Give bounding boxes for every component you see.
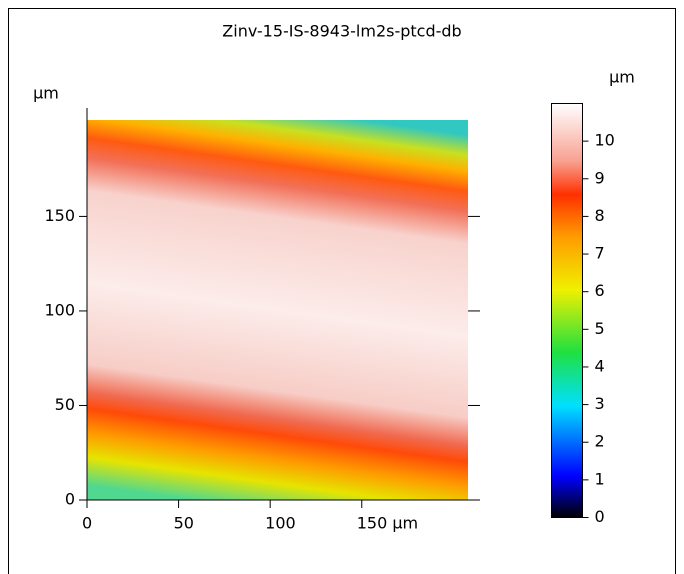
colorbar-tick-label: 0 — [595, 507, 605, 526]
chart-title: Zinv-15-IS-8943-lm2s-ptcd-db — [222, 22, 461, 41]
y-tick-label: 0 — [65, 490, 75, 509]
x-tick-label: 50 — [174, 514, 194, 533]
colorbar-tick-label: 1 — [595, 469, 605, 488]
y-unit: µm — [33, 84, 59, 103]
x-tick-label: 0 — [82, 514, 92, 533]
height-map — [87, 120, 468, 500]
colorbar-unit: µm — [609, 68, 635, 87]
x-tick-label: 150 µm — [357, 514, 418, 533]
colorbar-tick-label: 9 — [595, 168, 605, 187]
colorbar-tick-label: 5 — [595, 319, 605, 338]
colorbar — [551, 103, 583, 518]
colorbar-tick-label: 7 — [595, 244, 605, 263]
y-tick-label: 50 — [55, 395, 75, 414]
x-tick-label: 100 — [265, 514, 296, 533]
colorbar-tick-label: 8 — [595, 206, 605, 225]
colorbar-tick-label: 4 — [595, 356, 605, 375]
frame — [8, 8, 676, 574]
colorbar-tick-label: 3 — [595, 394, 605, 413]
y-tick-label: 100 — [44, 300, 75, 319]
y-tick-label: 150 — [44, 206, 75, 225]
colorbar-tick-label: 10 — [595, 131, 615, 150]
colorbar-tick-label: 2 — [595, 432, 605, 451]
colorbar-tick-label: 6 — [595, 281, 605, 300]
